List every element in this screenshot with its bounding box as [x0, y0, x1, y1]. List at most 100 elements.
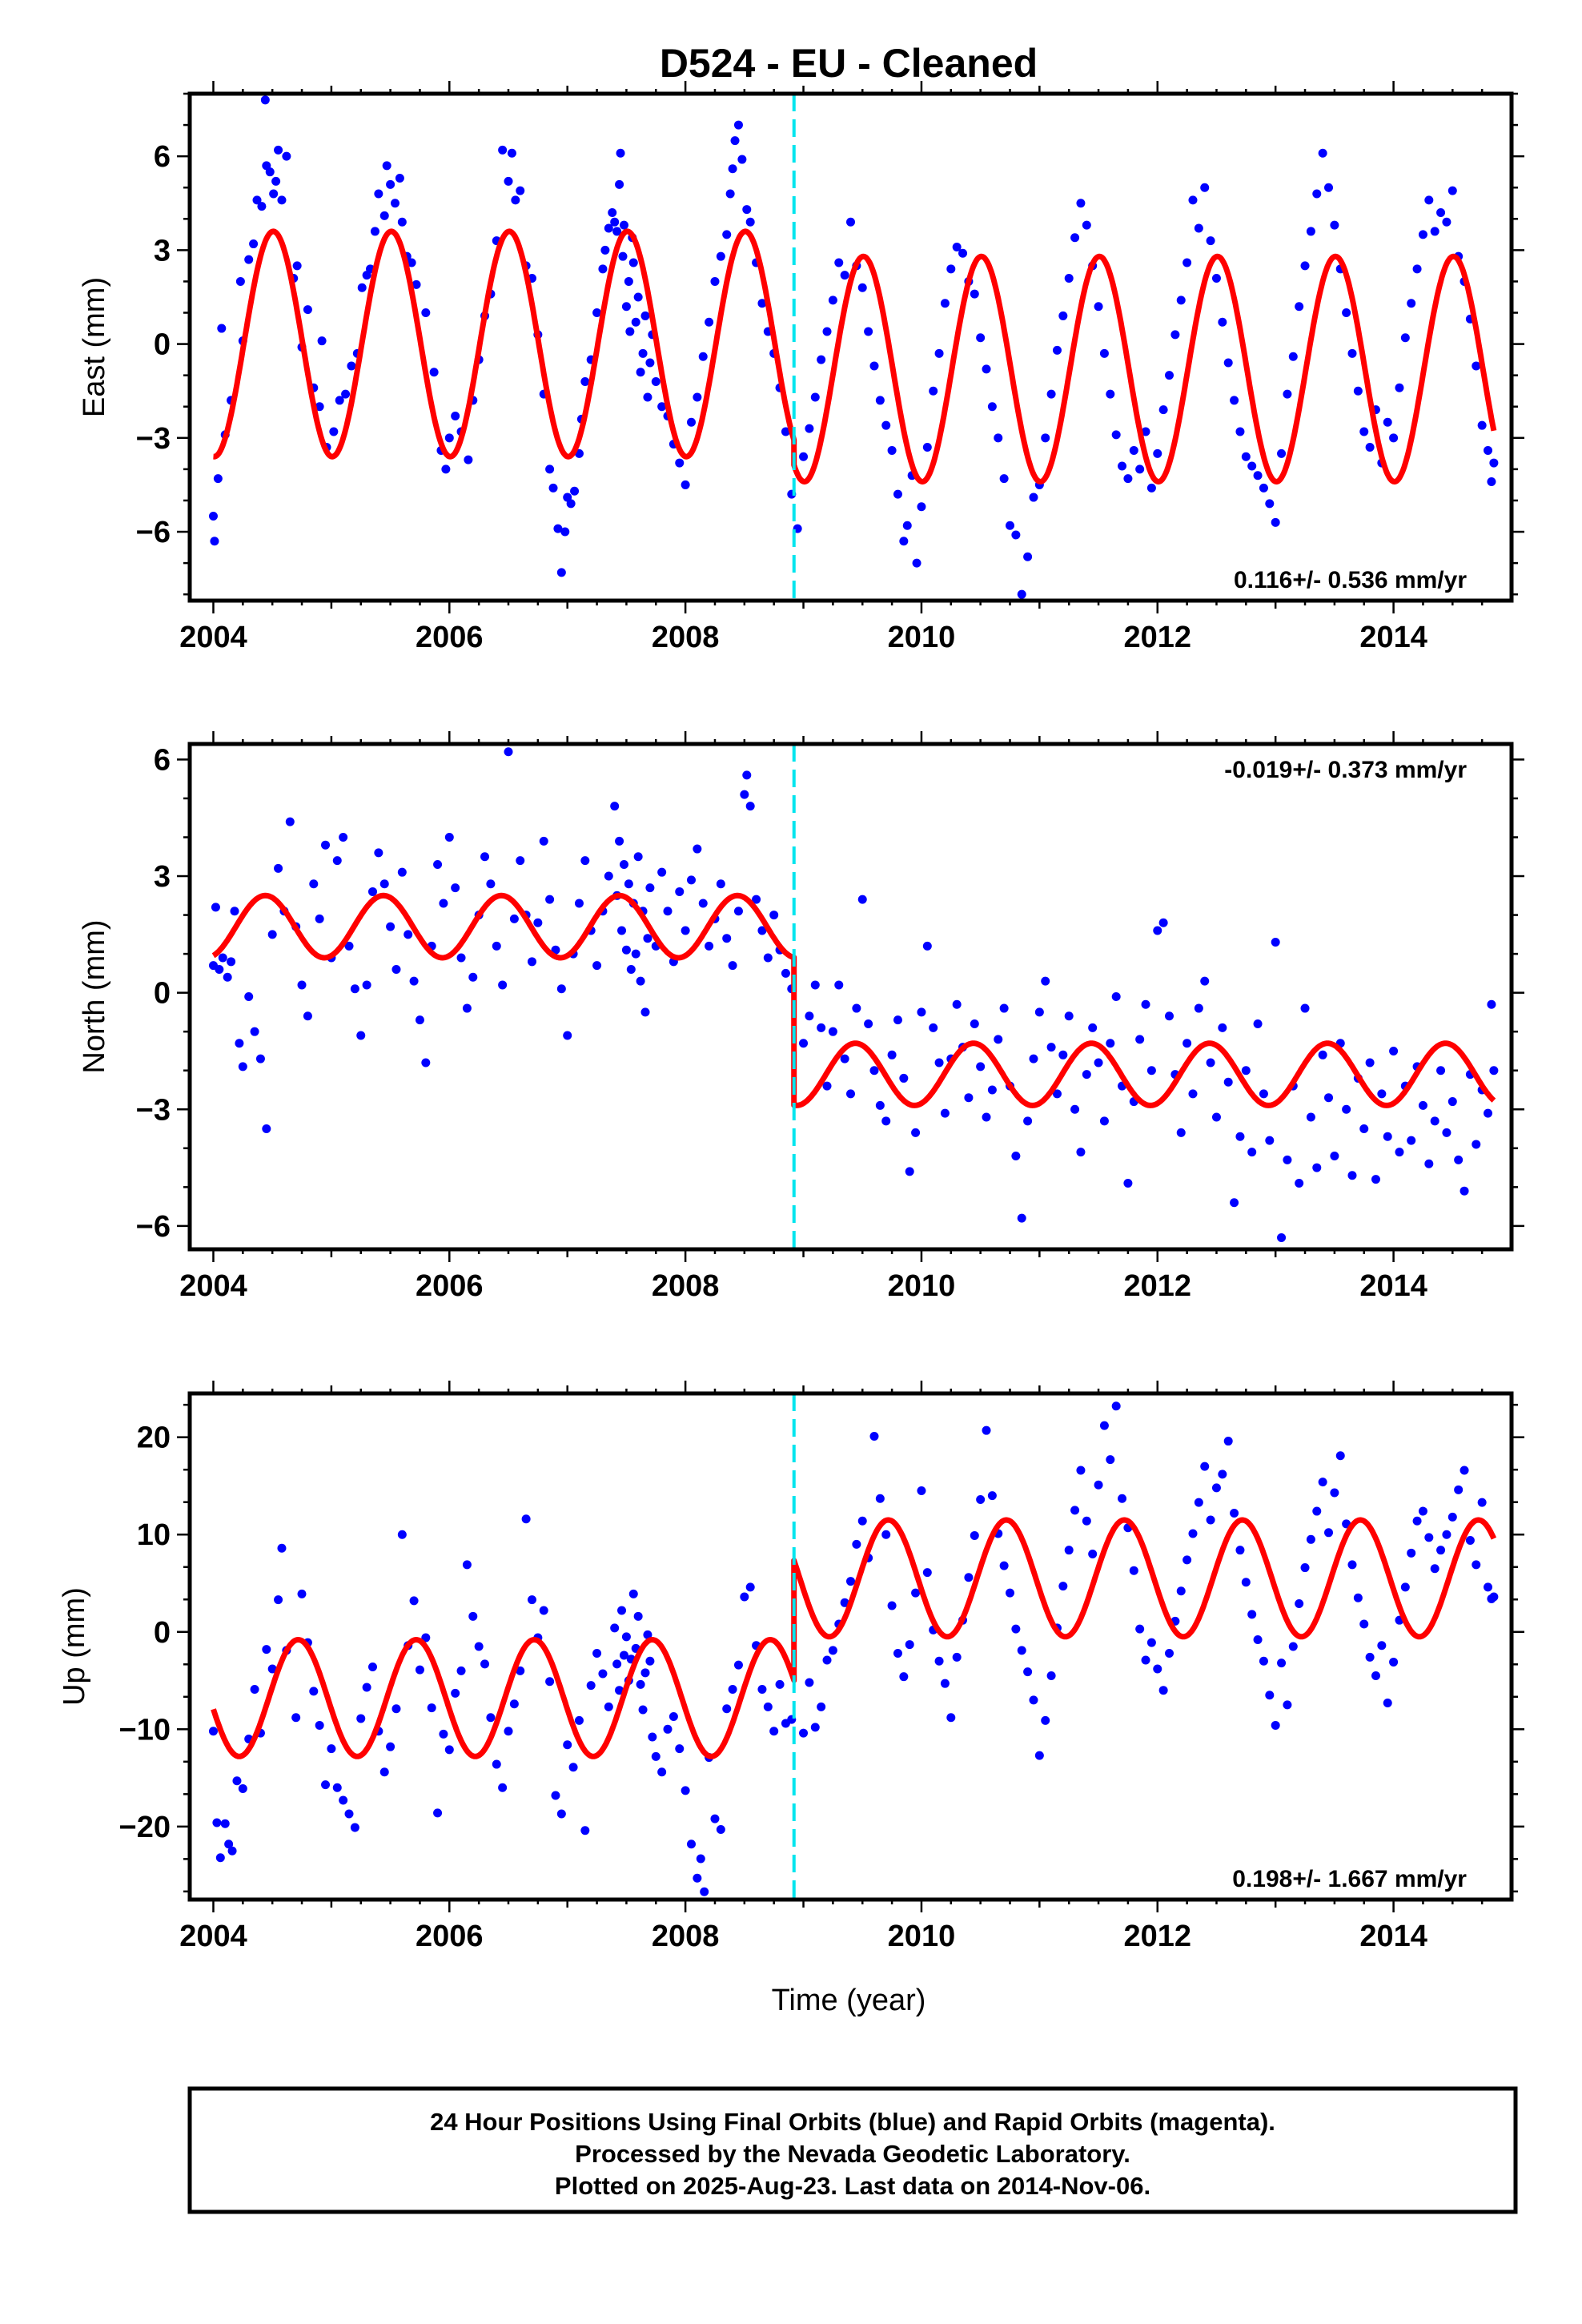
data-point: [1371, 1175, 1380, 1184]
data-point: [397, 217, 407, 227]
data-point: [633, 1611, 643, 1621]
data-point: [516, 186, 525, 195]
data-point: [421, 308, 431, 318]
data-point: [636, 1679, 645, 1689]
data-point: [568, 1763, 578, 1772]
data-point: [810, 1723, 820, 1732]
data-point: [468, 972, 478, 982]
data-point: [1211, 1483, 1221, 1493]
data-point: [875, 396, 885, 405]
data-point: [1194, 1003, 1203, 1013]
data-point: [238, 1062, 247, 1072]
data-point: [1176, 296, 1186, 305]
data-point: [657, 867, 667, 877]
data-point: [612, 227, 622, 236]
data-point: [421, 1058, 431, 1068]
data-point: [230, 907, 239, 916]
data-point: [1489, 1592, 1499, 1602]
data-point: [379, 211, 389, 220]
x-axis-label: Time (year): [772, 1984, 926, 2017]
data-point: [631, 949, 640, 959]
data-point: [362, 1683, 371, 1692]
data-point: [917, 1486, 926, 1496]
data-point: [840, 271, 849, 280]
data-point: [982, 1425, 991, 1435]
data-point: [846, 1577, 855, 1586]
x-tick-label: 2012: [1123, 1920, 1191, 1953]
data-point: [227, 957, 236, 967]
data-point: [566, 499, 576, 509]
data-point: [633, 852, 643, 862]
data-point: [1484, 1108, 1493, 1118]
data-point: [1064, 1011, 1074, 1021]
data-point: [619, 859, 628, 869]
x-tick-label: 2014: [1359, 621, 1427, 654]
data-point: [1383, 1698, 1392, 1707]
data-point: [521, 1514, 531, 1524]
data-point: [881, 420, 891, 430]
data-point: [752, 895, 761, 904]
data-point: [881, 1530, 891, 1539]
data-point: [700, 1887, 709, 1896]
y-tick-label: 6: [154, 140, 171, 174]
data-point: [958, 248, 968, 258]
data-point: [297, 980, 307, 990]
data-point: [1052, 1089, 1062, 1099]
data-point: [551, 945, 560, 955]
data-point: [1046, 1671, 1056, 1680]
data-point: [291, 1713, 301, 1723]
data-point: [1076, 199, 1086, 208]
data-point: [504, 176, 513, 186]
data-point: [451, 411, 460, 420]
data-point: [681, 1786, 690, 1795]
data-point: [1365, 1058, 1375, 1068]
data-point: [733, 120, 743, 130]
model-curve: [211, 892, 1496, 1108]
y-tick-label: 3: [154, 860, 171, 894]
data-point: [592, 961, 602, 971]
data-point: [350, 984, 359, 994]
data-point: [539, 1606, 548, 1615]
data-point: [492, 941, 501, 951]
data-point: [733, 907, 743, 916]
data-point: [1265, 1691, 1275, 1700]
data-point: [379, 879, 389, 889]
data-point: [341, 389, 351, 399]
data-point: [444, 433, 454, 443]
data-point: [1359, 1124, 1369, 1134]
y-axis-label: North (mm): [78, 919, 111, 1073]
data-point: [840, 1598, 849, 1607]
data-point: [1158, 918, 1168, 927]
data-point: [817, 1023, 826, 1032]
y-tick-label: 0: [154, 328, 171, 362]
data-point: [427, 1703, 436, 1713]
data-point: [1347, 1171, 1357, 1180]
data-point: [1288, 1642, 1298, 1651]
data-point: [1265, 499, 1275, 509]
data-point: [1106, 1039, 1115, 1048]
data-point: [651, 1751, 661, 1761]
data-point: [737, 155, 747, 164]
data-point: [315, 402, 324, 412]
footer-box: 24 Hour Positions Using Final Orbits (bl…: [187, 2086, 1518, 2214]
data-point: [1206, 1515, 1215, 1525]
data-point: [441, 464, 451, 474]
data-point: [987, 1491, 997, 1501]
data-point: [621, 1632, 631, 1642]
data-point: [1271, 1720, 1280, 1730]
data-point: [781, 968, 790, 978]
data-point: [1436, 1066, 1446, 1076]
y-tick-label: 6: [154, 743, 171, 777]
data-point: [728, 961, 737, 971]
data-point: [1076, 1148, 1086, 1157]
data-point: [315, 1720, 324, 1730]
data-point: [999, 1003, 1009, 1013]
y-tick-label: −6: [136, 1210, 171, 1244]
data-point: [987, 402, 997, 412]
data-point: [781, 427, 790, 436]
data-point: [1011, 1152, 1021, 1161]
data-point: [1218, 1470, 1227, 1479]
data-point: [456, 953, 466, 963]
data-point: [1082, 1516, 1091, 1526]
